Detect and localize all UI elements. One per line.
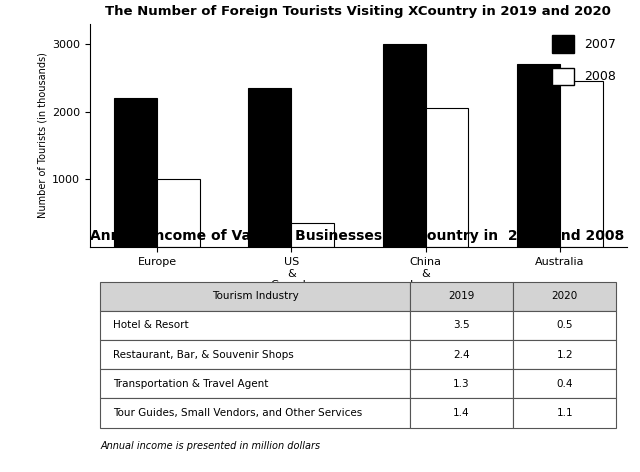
Title: The Number of Foreign Tourists Visiting XCountry in 2019 and 2020: The Number of Foreign Tourists Visiting … xyxy=(106,5,611,18)
Bar xyxy=(383,44,426,247)
Text: Annual income is presented in million dollars: Annual income is presented in million do… xyxy=(100,441,321,451)
Bar xyxy=(114,98,157,247)
Y-axis label: Number of Tourists (in thousands): Number of Tourists (in thousands) xyxy=(38,52,47,219)
Bar xyxy=(517,64,560,247)
Bar xyxy=(560,81,603,247)
Bar xyxy=(291,224,334,247)
Text: Annual Income of Various Businesses in XCountry in  2007 and 2008: Annual Income of Various Businesses in X… xyxy=(90,229,624,243)
Bar xyxy=(248,88,291,247)
Bar xyxy=(157,179,200,247)
Bar xyxy=(426,108,468,247)
Legend: 2007, 2008: 2007, 2008 xyxy=(547,30,621,90)
